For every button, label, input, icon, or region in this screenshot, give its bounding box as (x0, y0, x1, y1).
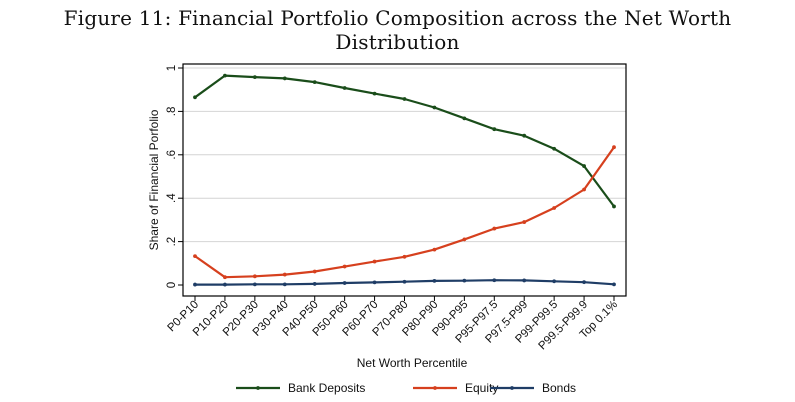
data-point-bonds (492, 278, 497, 283)
y-tick-label: .8 (166, 107, 178, 117)
x-axis-label: Net Worth Percentile (357, 356, 468, 370)
data-point-bonds (372, 280, 377, 285)
data-point-bonds (552, 279, 557, 284)
data-point-equity (612, 145, 616, 150)
data-point-bank-deposits (432, 105, 437, 110)
y-axis: 0 .2 .4 .6 .8 1 (166, 65, 183, 288)
data-point-equity (223, 275, 227, 280)
data-point-equity (492, 226, 497, 231)
data-point-bank-deposits (402, 97, 407, 101)
data-point-bonds (402, 279, 407, 284)
legend-label-bonds: Bonds (542, 381, 576, 395)
data-point-equity (582, 187, 586, 192)
legend-marker-bonds (510, 386, 514, 390)
data-point-equity (432, 247, 437, 252)
series (193, 73, 616, 287)
data-point-equity (193, 254, 197, 259)
gridlines (183, 67, 626, 243)
data-point-bonds (342, 281, 347, 285)
data-point-bank-deposits (282, 76, 287, 81)
data-point-equity (552, 206, 557, 210)
y-tick-label: 1 (166, 65, 178, 71)
data-point-bonds (462, 278, 467, 283)
data-point-bank-deposits (223, 73, 227, 78)
legend-marker-bank-deposits (256, 386, 260, 390)
data-point-bank-deposits (312, 80, 317, 85)
data-point-equity (252, 274, 257, 279)
y-tick-label: 0 (166, 282, 178, 288)
data-point-bonds (312, 282, 317, 286)
legend-marker-equity (433, 386, 437, 390)
data-point-bonds (522, 278, 527, 283)
data-point-bonds (282, 282, 287, 287)
y-axis-label: Share of Financial Porfolio (147, 109, 161, 250)
y-tick-label: .4 (166, 193, 178, 203)
data-point-bank-deposits (252, 75, 257, 80)
data-point-bonds (612, 282, 616, 287)
legend-label-equity: Equity (465, 381, 498, 395)
data-point-bonds (252, 282, 257, 287)
data-point-bank-deposits (462, 116, 467, 121)
figure-title: Figure 11: Financial Portfolio Compositi… (63, 6, 732, 54)
data-point-bonds (193, 282, 197, 287)
data-point-bank-deposits (612, 204, 616, 209)
data-point-equity (282, 272, 287, 277)
data-point-bank-deposits (342, 86, 347, 90)
data-point-bank-deposits (522, 133, 527, 138)
y-tick-label: .2 (166, 237, 178, 247)
legend-label-bank-deposits: Bank Deposits (288, 381, 365, 395)
data-point-bank-deposits (552, 146, 557, 151)
data-point-equity (342, 264, 347, 269)
data-point-bonds (223, 282, 227, 287)
data-point-bonds (582, 280, 586, 285)
data-point-equity (312, 269, 317, 274)
data-point-equity (372, 259, 377, 264)
data-point-bank-deposits (582, 164, 586, 168)
data-point-equity (402, 254, 407, 259)
data-point-bank-deposits (492, 127, 497, 132)
data-point-equity (462, 237, 467, 242)
y-tick-label: .6 (166, 150, 178, 160)
legend: Bank Deposits Equity Bonds (236, 381, 576, 395)
x-axis: P0-P10P10-P20P20-P30P30-P40P40-P50P50-P6… (166, 296, 620, 352)
series-line-bank-deposits (194, 74, 615, 208)
data-point-equity (522, 220, 527, 224)
data-point-bank-deposits (372, 91, 377, 96)
data-point-bank-deposits (193, 95, 197, 100)
data-point-bonds (432, 278, 437, 283)
